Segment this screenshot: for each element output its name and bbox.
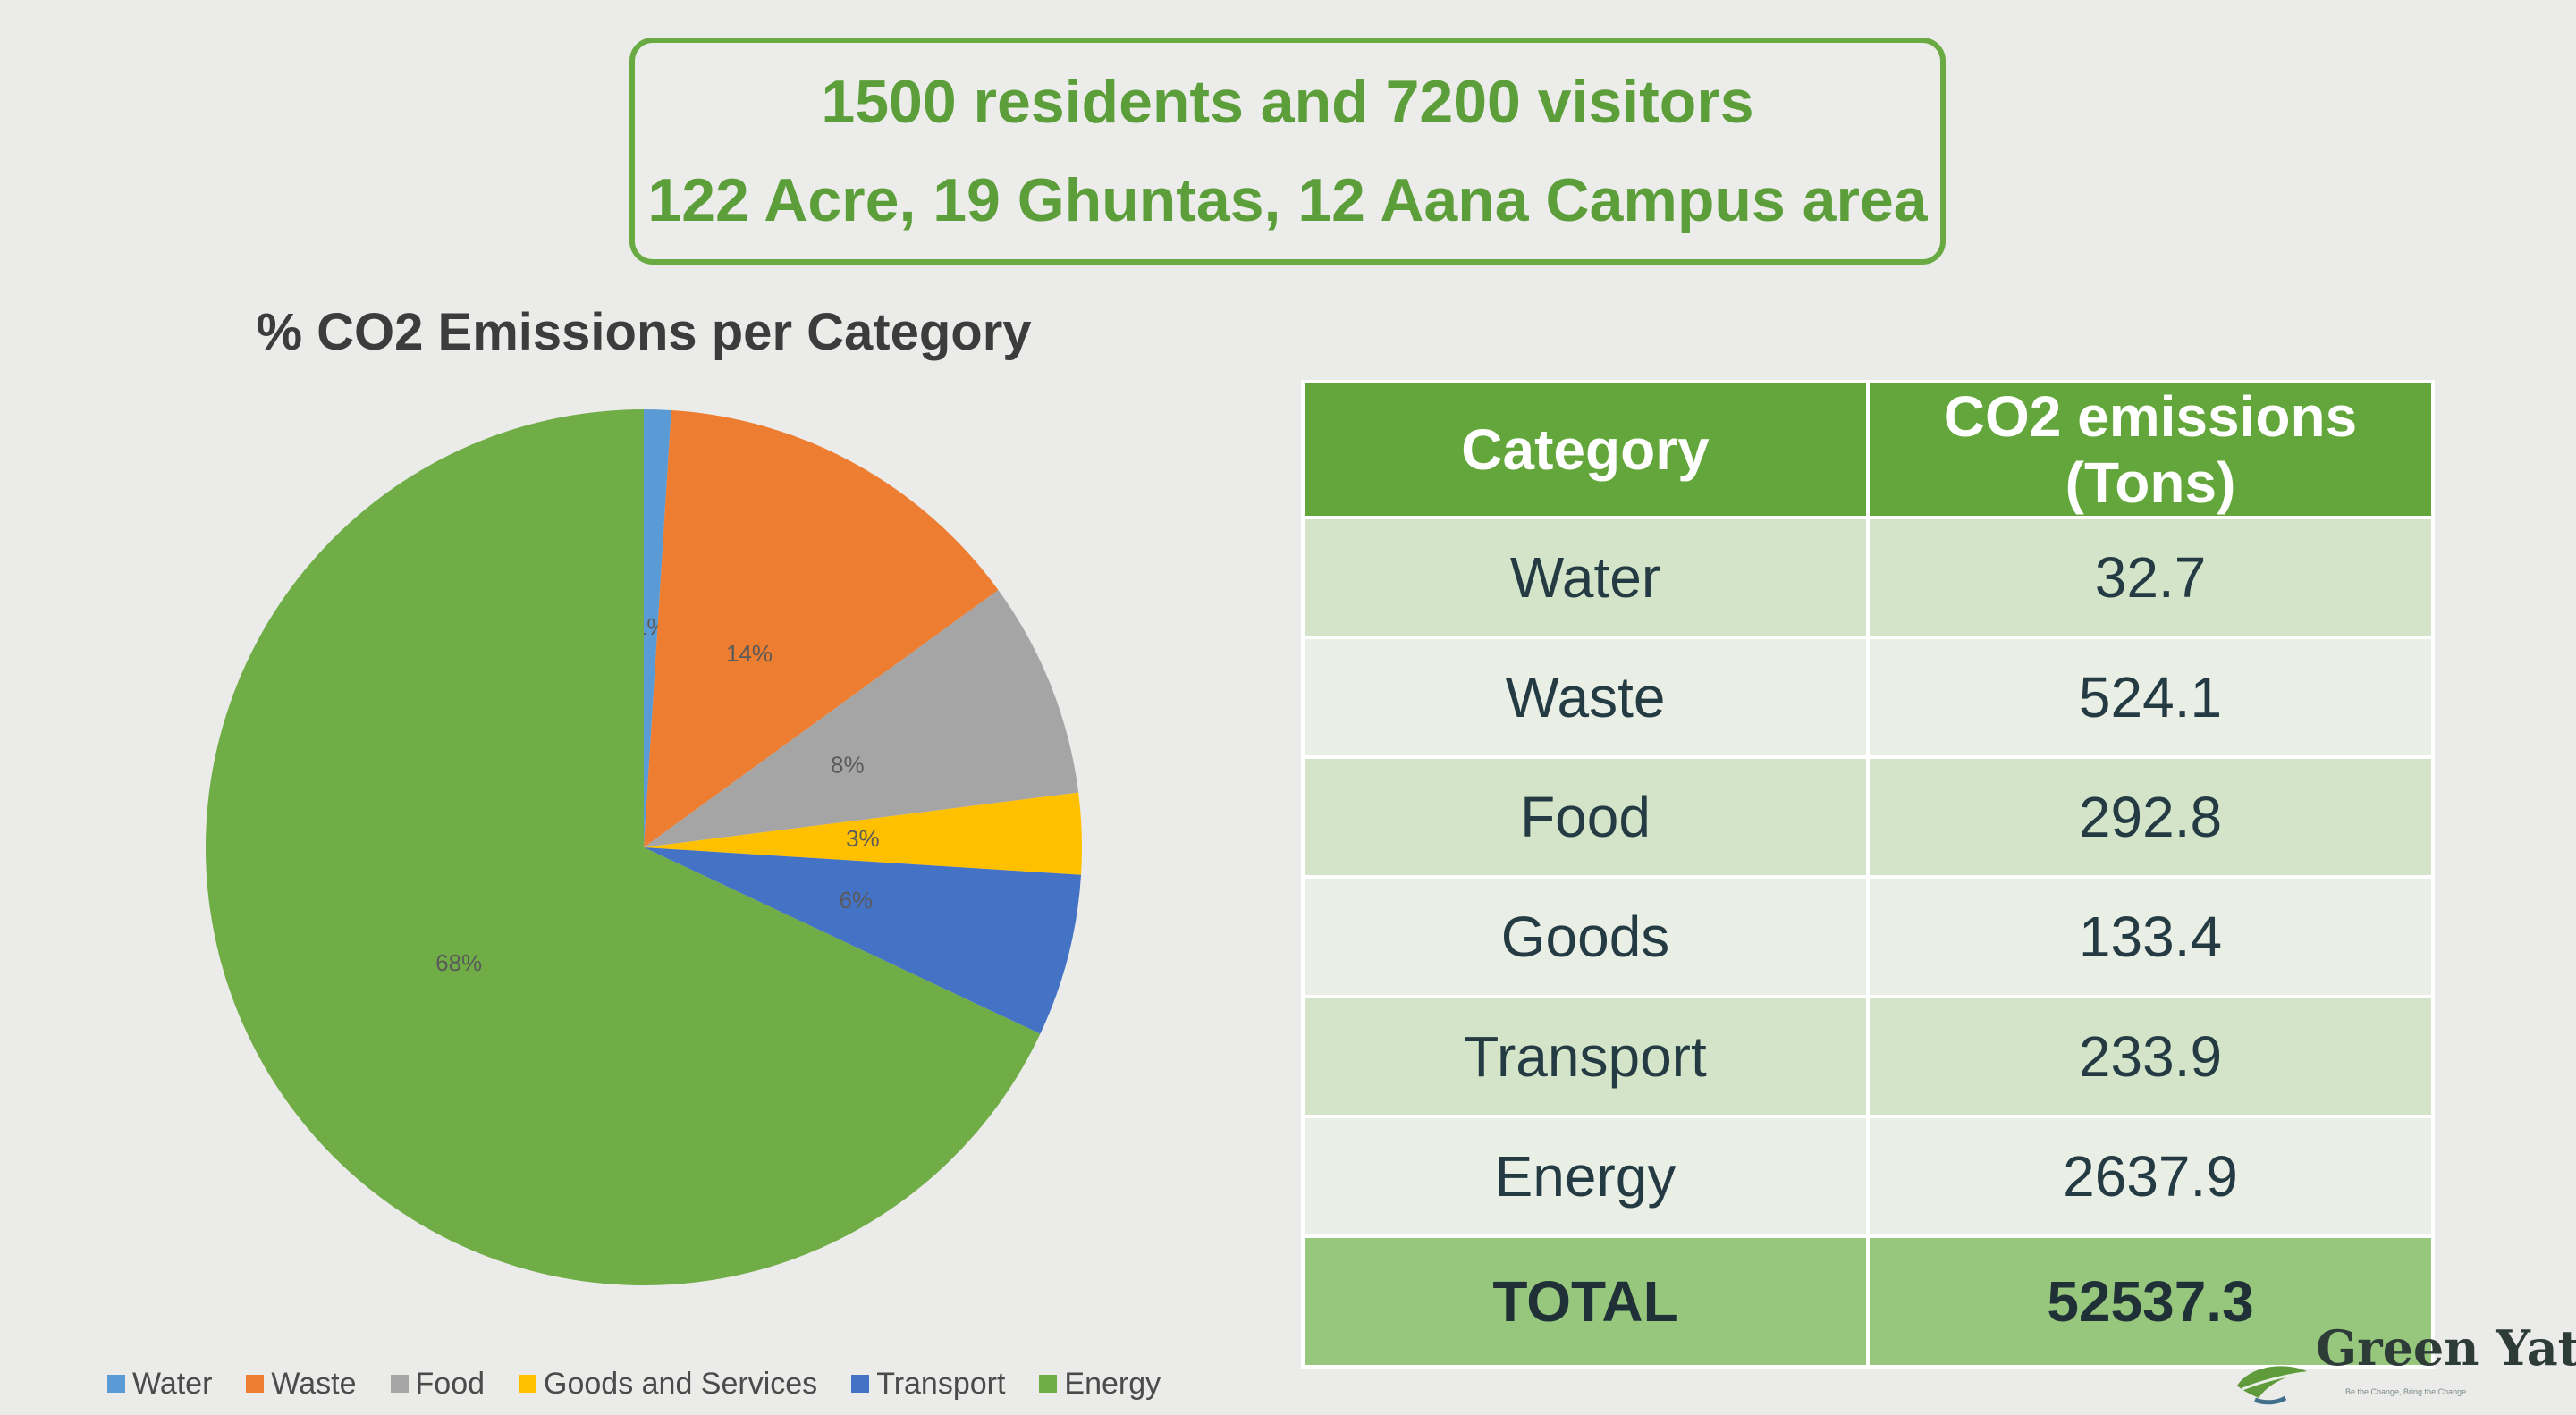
pie-data-label-goods-and-services: 3% bbox=[846, 825, 880, 852]
legend-label: Transport bbox=[876, 1366, 1006, 1401]
legend-item-waste: Waste bbox=[246, 1366, 357, 1402]
pie-data-label-energy: 68% bbox=[435, 949, 482, 976]
table-row: Goods 133.4 bbox=[1301, 875, 2435, 998]
row-category: Transport bbox=[1301, 995, 1870, 1118]
row-category: Waste bbox=[1301, 636, 1870, 759]
legend-item-transport: Transport bbox=[851, 1367, 1005, 1402]
row-category: Water bbox=[1301, 516, 1870, 639]
legend-label: Food bbox=[415, 1366, 486, 1401]
info-line-campus-area: 122 Acre, 19 Ghuntas, 12 Aana Campus are… bbox=[647, 166, 1928, 234]
logo-text: Green Yatra bbox=[2316, 1328, 2576, 1377]
table-row: Food 292.8 bbox=[1301, 755, 2435, 879]
legend-item-goods-and-services: Goods and Services bbox=[519, 1367, 817, 1402]
table-row: Energy 2637.9 bbox=[1301, 1115, 2435, 1238]
legend-swatch bbox=[107, 1375, 125, 1393]
logo-tagline: Be the Change, Bring the Change bbox=[2345, 1387, 2467, 1396]
pie-data-label-waste: 14% bbox=[726, 640, 773, 667]
row-value: 292.8 bbox=[1866, 755, 2435, 879]
row-value: 2637.9 bbox=[1866, 1115, 2435, 1238]
legend-item-energy: Energy bbox=[1039, 1367, 1161, 1402]
header-co2-emissions: CO2 emissions (Tons) bbox=[1866, 380, 2435, 519]
row-category: Food bbox=[1301, 755, 1870, 879]
total-value: 52537.3 bbox=[1866, 1234, 2435, 1369]
legend-swatch bbox=[390, 1375, 409, 1393]
info-box: 1500 residents and 7200 visitors 122 Acr… bbox=[629, 38, 1946, 265]
legend-swatch bbox=[1039, 1375, 1058, 1393]
table-header-row: Category CO2 emissions (Tons) bbox=[1301, 380, 2435, 519]
pie-slice-transport bbox=[644, 847, 1082, 1034]
legend-item-water: Water bbox=[107, 1367, 212, 1402]
legend-label: Goods and Services bbox=[544, 1366, 818, 1401]
pie-slice-food bbox=[644, 589, 1079, 847]
pie-chart: 1%14%8%3%6%68% bbox=[205, 409, 1082, 1285]
legend-swatch bbox=[851, 1375, 870, 1393]
green-yatra-logo: Green Yatra Be the Change, Bring the Cha… bbox=[2234, 1328, 2576, 1415]
pie-data-label-transport: 6% bbox=[840, 887, 874, 914]
emissions-table: Category CO2 emissions (Tons) Water 32.7… bbox=[1301, 380, 2435, 1369]
total-label: TOTAL bbox=[1301, 1234, 1870, 1369]
info-line-residents: 1500 residents and 7200 visitors bbox=[821, 68, 1754, 136]
leaf-logo-icon bbox=[2237, 1366, 2307, 1405]
pie-slice-goods-and-services bbox=[644, 792, 1082, 875]
pie-slice-water bbox=[644, 409, 671, 847]
table-row: Waste 524.1 bbox=[1301, 636, 2435, 759]
legend-label: Waste bbox=[271, 1366, 357, 1401]
legend-label: Water bbox=[132, 1366, 213, 1401]
pie-data-label-food: 8% bbox=[831, 752, 865, 779]
row-value: 32.7 bbox=[1866, 516, 2435, 639]
chart-legend: Water Waste Food Goods and Services Transpor… bbox=[107, 1357, 1161, 1411]
row-value: 133.4 bbox=[1866, 875, 2435, 998]
legend-item-food: Food bbox=[390, 1366, 486, 1402]
legend-swatch bbox=[519, 1375, 537, 1393]
row-value: 524.1 bbox=[1866, 636, 2435, 759]
table-row: Transport 233.9 bbox=[1301, 995, 2435, 1118]
table-row: Water 32.7 bbox=[1301, 516, 2435, 639]
row-category: Energy bbox=[1301, 1115, 1870, 1238]
legend-swatch bbox=[246, 1375, 265, 1393]
legend-label: Energy bbox=[1064, 1366, 1161, 1401]
table-total-row: TOTAL 52537.3 bbox=[1301, 1234, 2435, 1369]
chart-title: % CO2 Emissions per Category bbox=[256, 303, 1032, 361]
row-value: 233.9 bbox=[1866, 995, 2435, 1118]
header-category: Category bbox=[1301, 380, 1870, 519]
row-category: Goods bbox=[1301, 875, 1870, 998]
pie-slice-waste bbox=[644, 409, 999, 847]
pie-slice-energy bbox=[205, 409, 1041, 1285]
